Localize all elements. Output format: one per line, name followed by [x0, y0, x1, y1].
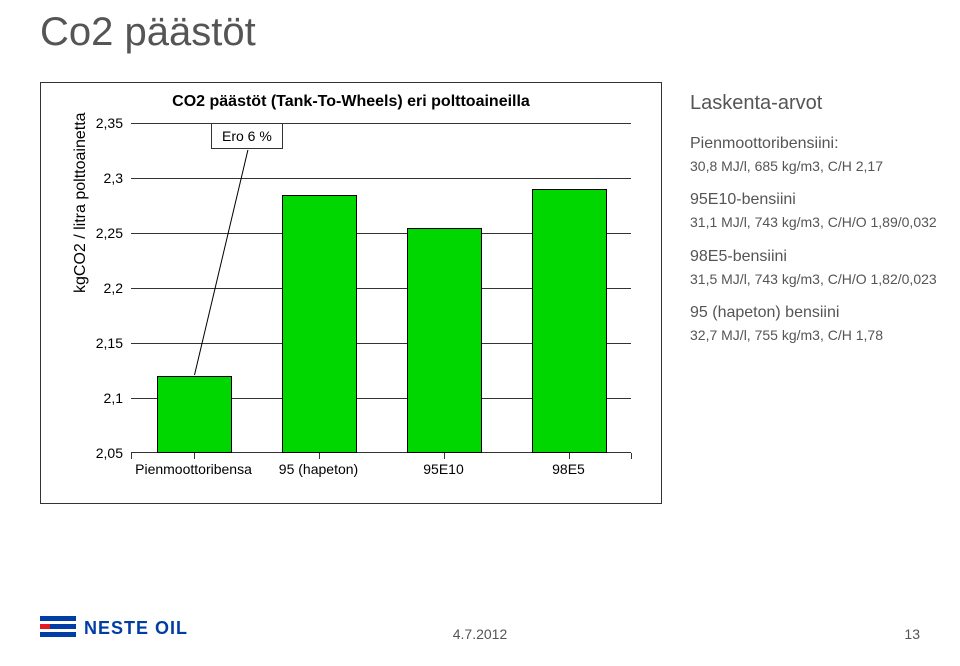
- sidebar-item-title: 95E10-bensiini: [690, 189, 940, 211]
- chart-bar: [532, 189, 607, 453]
- page-number: 13: [904, 626, 920, 642]
- y-tick-label: 2,3: [104, 170, 131, 186]
- sidebar-item-title: Pienmoottoribensiini:: [690, 133, 940, 155]
- grid-line: [131, 123, 631, 124]
- y-tick-label: 2,15: [96, 335, 131, 351]
- logo: NESTE OIL: [40, 612, 200, 642]
- chart-plot-area: 2,052,12,152,22,252,32,35Pienmoottoriben…: [131, 123, 631, 453]
- sidebar-item-detail: 32,7 MJ/l, 755 kg/m3, C/H 1,78: [690, 326, 940, 345]
- x-tick: [569, 453, 570, 459]
- y-tick-label: 2,1: [104, 390, 131, 406]
- y-axis-label: kgCO2 / litra polttoainetta: [72, 112, 90, 293]
- page-title: Co2 päästöt: [40, 10, 256, 55]
- callout-label: Ero 6 %: [211, 123, 283, 149]
- chart-bar: [407, 228, 482, 454]
- sidebar-item-detail: 31,1 MJ/l, 743 kg/m3, C/H/O 1,89/0,032: [690, 213, 940, 232]
- x-tick: [631, 453, 632, 459]
- sidebar-item-title: 98E5-bensiini: [690, 246, 940, 268]
- y-tick-label: 2,35: [96, 115, 131, 131]
- x-tick: [194, 453, 195, 459]
- chart-bar: [282, 195, 357, 454]
- chart-bar: [157, 376, 232, 453]
- chart-title: CO2 päästöt (Tank-To-Wheels) eri polttoa…: [41, 93, 661, 111]
- slide: Co2 päästöt CO2 päästöt (Tank-To-Wheels)…: [0, 0, 960, 666]
- sidebar-item-detail: 30,8 MJ/l, 685 kg/m3, C/H 2,17: [690, 157, 940, 176]
- footer-date: 4.7.2012: [453, 626, 508, 642]
- sidebar: Laskenta-arvot Pienmoottoribensiini: 30,8…: [690, 90, 940, 345]
- x-tick: [131, 453, 132, 459]
- x-tick: [319, 453, 320, 459]
- chart-container: CO2 päästöt (Tank-To-Wheels) eri polttoa…: [40, 82, 662, 504]
- y-tick-label: 2,2: [104, 280, 131, 296]
- sidebar-item-title: 95 (hapeton) bensiini: [690, 302, 940, 324]
- grid-line: [131, 178, 631, 179]
- callout-text: Ero 6 %: [222, 128, 272, 144]
- svg-text:NESTE OIL: NESTE OIL: [84, 618, 188, 638]
- x-tick: [444, 453, 445, 459]
- sidebar-heading: Laskenta-arvot: [690, 90, 940, 117]
- y-tick-label: 2,25: [96, 225, 131, 241]
- sidebar-item-detail: 31,5 MJ/l, 743 kg/m3, C/H/O 1,82/0,023: [690, 270, 940, 289]
- y-tick-label: 2,05: [96, 445, 131, 461]
